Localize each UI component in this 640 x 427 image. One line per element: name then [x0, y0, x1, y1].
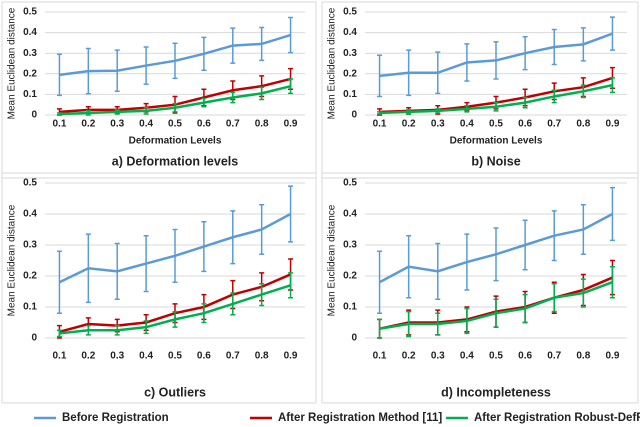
x-tick-label: 0.3: [110, 351, 124, 362]
y-tick-label: 0.3: [343, 240, 357, 251]
x-tick-label: 0.2: [402, 119, 416, 130]
y-tick-label: 0.2: [23, 68, 37, 79]
panel-border: [1, 1, 317, 179]
error-bar: [288, 185, 294, 243]
series-line: [58, 212, 292, 284]
x-tick-label: 0.8: [255, 351, 269, 362]
legend-label: After Registration Robust-DefReg: [474, 412, 640, 424]
x-tick-label: 0.3: [431, 119, 445, 130]
x-tick-label: 0.8: [576, 351, 590, 362]
y-tick-label: 0.1: [23, 302, 37, 313]
x-tick-label: 0.1: [52, 119, 66, 130]
legend-label: Before Registration: [62, 412, 169, 424]
y-tick-label: 0.2: [343, 271, 357, 282]
x-tick-label: 0.4: [460, 351, 474, 362]
x-tick-label: 0.9: [284, 119, 298, 130]
x-tick-label: 0.6: [518, 119, 532, 130]
error-bar: [288, 272, 294, 299]
y-tick-label: 0.3: [343, 48, 357, 59]
x-tick-label: 0.9: [284, 351, 298, 362]
panel-border: [1, 172, 317, 404]
y-tick-label: 0.4: [23, 209, 37, 220]
legend-label: After Registration Method [11]: [278, 412, 442, 424]
y-tick-label: 0.4: [343, 209, 357, 220]
y-tick-label: 0: [351, 333, 357, 344]
y-tick-label: 0: [31, 333, 37, 344]
x-tick-label: 0.4: [139, 119, 153, 130]
x-tick-label: 0.6: [197, 351, 211, 362]
error-bar: [288, 78, 294, 95]
panel-border: [321, 1, 639, 179]
y-tick-label: 0.4: [23, 27, 37, 38]
y-tick-label: 0.1: [343, 302, 357, 313]
x-tick-label: 0.5: [168, 119, 182, 130]
y-tick-label: 0.3: [23, 240, 37, 251]
series-line: [59, 284, 291, 335]
y-axis-label: Mean Euclidean distance: [327, 7, 338, 119]
x-tick-label: 0.1: [52, 351, 66, 362]
panel-border: [321, 172, 639, 404]
x-tick-label: 0.6: [518, 351, 532, 362]
x-tick-label: 0.7: [226, 119, 240, 130]
y-tick-label: 0.1: [343, 89, 357, 100]
x-tick-label: 0.5: [489, 119, 503, 130]
y-axis-label: Mean Euclidean distance: [7, 7, 18, 119]
error-bar: [56, 53, 62, 97]
y-tick-label: 0.1: [23, 89, 37, 100]
y-tick-label: 0: [31, 110, 37, 121]
x-tick-label: 0.9: [605, 351, 619, 362]
x-axis-label: Deformation Levels: [129, 136, 222, 147]
x-tick-label: 0.1: [373, 119, 387, 130]
y-tick-label: 0.5: [23, 7, 37, 18]
y-tick-label: 0.2: [23, 271, 37, 282]
y-tick-label: 0.3: [23, 48, 37, 59]
series-line: [59, 84, 291, 116]
error-bar: [56, 329, 62, 338]
series-line: [379, 83, 613, 115]
series-line: [379, 32, 613, 78]
panel-caption: b) Noise: [471, 154, 520, 168]
x-axis-label: Deformation Levels: [450, 136, 543, 147]
y-tick-label: 0.4: [343, 27, 357, 38]
panel-caption: d) Incompleteness: [441, 385, 551, 399]
x-tick-label: 0.4: [460, 119, 474, 130]
y-axis-label: Mean Euclidean distance: [7, 204, 18, 316]
x-tick-label: 0.5: [168, 351, 182, 362]
x-tick-label: 0.6: [197, 119, 211, 130]
y-tick-label: 0: [351, 110, 357, 121]
error-bar: [288, 16, 294, 54]
x-tick-label: 0.7: [226, 351, 240, 362]
panel-caption: a) Deformation levels: [112, 154, 238, 168]
y-tick-label: 0.5: [23, 178, 37, 189]
series-line: [378, 212, 614, 284]
x-tick-label: 0.3: [110, 119, 124, 130]
series-line: [379, 281, 613, 330]
x-tick-label: 0.4: [139, 351, 153, 362]
error-bar: [56, 250, 62, 314]
y-tick-label: 0.5: [343, 7, 357, 18]
x-tick-label: 0.8: [576, 119, 590, 130]
x-tick-label: 0.2: [81, 119, 95, 130]
x-tick-label: 0.7: [547, 119, 561, 130]
x-tick-label: 0.5: [489, 351, 503, 362]
x-tick-label: 0.7: [547, 351, 561, 362]
y-axis-label: Mean Euclidean distance: [327, 204, 338, 316]
x-tick-label: 0.3: [431, 351, 445, 362]
y-tick-label: 0.2: [343, 68, 357, 79]
panel-caption: c) Outliers: [144, 385, 206, 399]
series-line: [59, 33, 291, 77]
x-tick-label: 0.9: [605, 119, 619, 130]
y-tick-label: 0.5: [343, 178, 357, 189]
x-tick-label: 0.8: [255, 119, 269, 130]
x-tick-label: 0.2: [402, 351, 416, 362]
x-tick-label: 0.2: [81, 351, 95, 362]
x-tick-label: 0.1: [373, 351, 387, 362]
